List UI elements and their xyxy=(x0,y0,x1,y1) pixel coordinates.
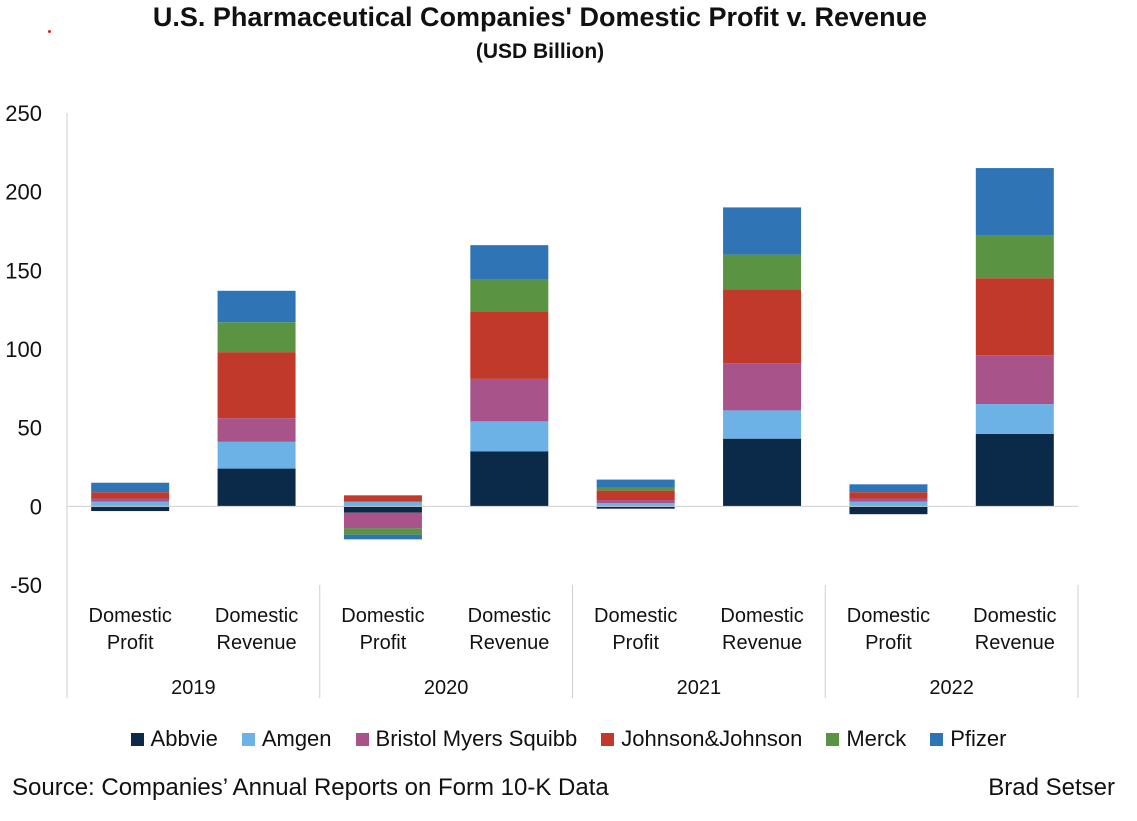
bar-segment-amgen xyxy=(975,404,1054,434)
bar-segment-johnson-johnson xyxy=(217,352,296,419)
bar-segment-pfizer xyxy=(975,168,1054,236)
bar-segment-amgen xyxy=(343,501,422,507)
legend-label: Amgen xyxy=(261,726,332,751)
source-note: Source: Companies’ Annual Reports on For… xyxy=(12,774,609,801)
bar-segment-amgen xyxy=(723,410,802,439)
legend-swatch xyxy=(241,732,255,746)
bar-segment-abbvie xyxy=(596,506,675,509)
legend-item: Merck xyxy=(826,726,906,752)
bar-segment-abbvie xyxy=(470,451,549,507)
legend-label: Pfizer xyxy=(950,726,1007,751)
red-dot-mark xyxy=(48,30,51,33)
group-label: 2021 xyxy=(677,677,722,699)
legend-label: Bristol Myers Squibb xyxy=(375,726,578,751)
bar-segment-bristol-myers-squibb xyxy=(975,355,1054,405)
bar-segment-pfizer xyxy=(91,482,170,493)
bar-segment-bristol-myers-squibb xyxy=(470,378,549,422)
bar-segment-merck xyxy=(596,487,675,491)
bar-segment-abbvie xyxy=(217,468,296,507)
bar-segment-johnson-johnson xyxy=(975,278,1054,356)
bar-segment-amgen xyxy=(470,421,549,452)
legend-swatch xyxy=(130,732,144,746)
legend-item: Pfizer xyxy=(930,726,1006,752)
category-label: Domestic Profit xyxy=(89,605,172,654)
category-label: Domestic Profit xyxy=(594,605,677,654)
legend-item: Amgen xyxy=(241,726,332,752)
bar-segment-merck xyxy=(975,235,1054,279)
stacked-bar-chart: -50 0 50 100 150 200 250 Domestic Profit Domestic… xyxy=(5,101,1079,699)
author-credit: Brad Setser xyxy=(988,774,1115,801)
bar-segment-pfizer xyxy=(217,290,296,323)
category-label: Domestic Revenue xyxy=(468,605,551,654)
category-label: Domestic Revenue xyxy=(973,605,1056,654)
bar-segment-bristol-myers-squibb xyxy=(91,498,170,502)
bar-segment-pfizer xyxy=(596,479,675,488)
bar-segment-bristol-myers-squibb xyxy=(849,498,928,502)
bar-segment-johnson-johnson xyxy=(470,311,549,379)
y-tick-label: 0 xyxy=(30,494,42,519)
bar-segment-amgen xyxy=(217,441,296,469)
legend-item: Bristol Myers Squibb xyxy=(355,726,578,752)
chart-subtitle: (USD Billion) xyxy=(475,40,605,63)
category-label: Domestic Profit xyxy=(341,605,424,654)
bar-segment-merck xyxy=(723,254,802,290)
legend-label: Abbvie xyxy=(150,726,218,751)
group-label: 2022 xyxy=(929,677,974,699)
bar-segment-johnson-johnson xyxy=(343,495,422,502)
bar-segment-johnson-johnson xyxy=(596,490,675,501)
bar-segment-merck xyxy=(470,279,549,312)
bar-segment-merck xyxy=(343,528,422,535)
bar-segment-amgen xyxy=(91,501,170,507)
chart-legend: Abbvie Amgen Bristol Myers Squibb Johnson&J… xyxy=(0,726,1137,752)
legend-swatch xyxy=(355,732,369,746)
bar-segment-johnson-johnson xyxy=(849,492,928,499)
bar-segment-abbvie xyxy=(91,506,170,512)
category-label: Domestic Profit xyxy=(847,605,930,654)
bar-segment-bristol-myers-squibb xyxy=(343,512,422,529)
legend-item: Johnson&Johnson xyxy=(601,726,802,752)
legend-swatch xyxy=(601,732,615,746)
bar-segment-merck xyxy=(217,322,296,353)
bar-segment-pfizer xyxy=(470,245,549,280)
y-tick-label: 250 xyxy=(5,101,42,126)
y-tick-label: 50 xyxy=(18,416,42,441)
y-tick-label: 200 xyxy=(5,180,42,205)
bar-segment-abbvie xyxy=(849,506,928,515)
legend-label: Johnson&Johnson xyxy=(621,726,803,751)
bar-segment-pfizer xyxy=(343,534,422,540)
legend-label: Merck xyxy=(846,726,907,751)
legend-item: Abbvie xyxy=(130,726,218,752)
bar-segment-bristol-myers-squibb xyxy=(596,500,675,504)
group-label: 2019 xyxy=(171,677,216,699)
y-tick-label: -50 xyxy=(10,573,42,598)
bar-segment-abbvie xyxy=(723,438,802,507)
bar-segment-abbvie xyxy=(343,506,422,513)
category-label: Domestic Revenue xyxy=(720,605,803,654)
bar-segment-johnson-johnson xyxy=(723,289,802,364)
y-tick-label: 100 xyxy=(5,337,42,362)
legend-swatch xyxy=(930,732,944,746)
bar-segment-johnson-johnson xyxy=(91,492,170,499)
bar-segment-amgen xyxy=(849,501,928,507)
bar-segment-bristol-myers-squibb xyxy=(723,363,802,411)
category-label: Domestic Revenue xyxy=(215,605,298,654)
y-tick-label: 150 xyxy=(5,258,42,283)
bar-segment-amgen xyxy=(596,503,675,507)
legend-swatch xyxy=(826,732,840,746)
group-label: 2020 xyxy=(424,677,469,699)
bar-segment-pfizer xyxy=(723,207,802,255)
chart-title: U.S. Pharmaceutical Companies' Domestic … xyxy=(152,2,928,32)
bar-segment-abbvie xyxy=(975,433,1054,507)
bar-segment-bristol-myers-squibb xyxy=(217,418,296,442)
bar-segment-pfizer xyxy=(849,484,928,493)
